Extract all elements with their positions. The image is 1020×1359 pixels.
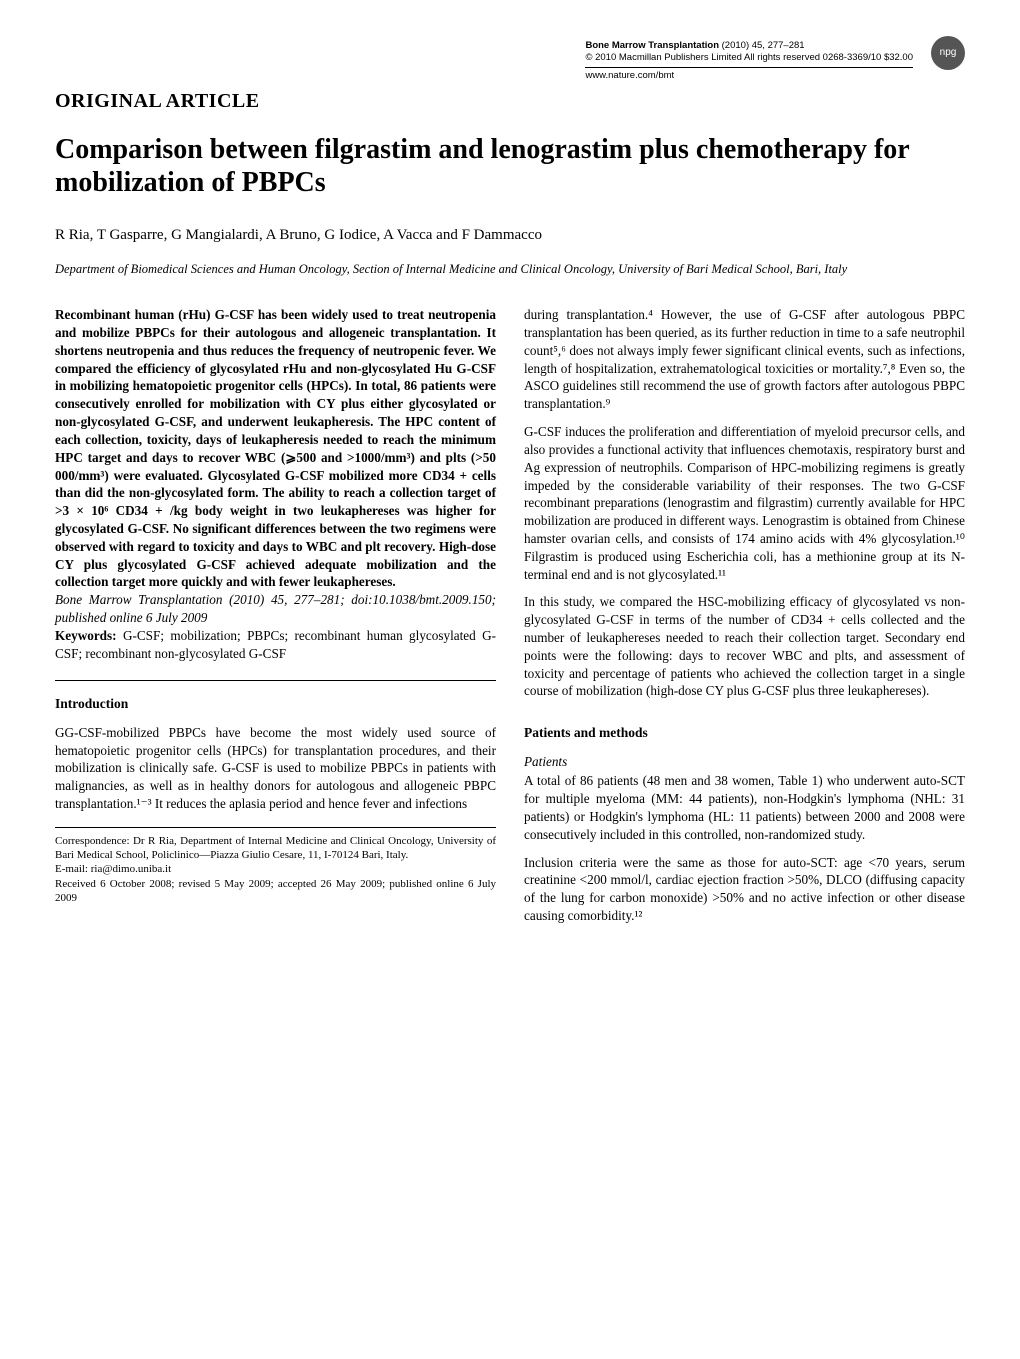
journal-header: Bone Marrow Transplantation (2010) 45, 2… — [55, 40, 965, 82]
abstract-text: Recombinant human (rHu) G-CSF has been w… — [55, 306, 496, 591]
intro-p2: during transplantation.⁴ However, the us… — [524, 306, 965, 413]
keywords-text: G-CSF; mobilization; PBPCs; recombinant … — [55, 628, 496, 661]
methods-p1: A total of 86 patients (48 men and 38 wo… — [524, 772, 965, 843]
intro-p1: GG-CSF-mobilized PBPCs have become the m… — [55, 724, 496, 813]
npg-logo-icon: npg — [931, 36, 965, 70]
journal-url: www.nature.com/bmt — [585, 70, 913, 82]
abstract-citation: Bone Marrow Transplantation (2010) 45, 2… — [55, 592, 496, 625]
two-column-body: Recombinant human (rHu) G-CSF has been w… — [55, 306, 965, 925]
intro-p3: G-CSF induces the proliferation and diff… — [524, 423, 965, 583]
methods-heading: Patients and methods — [524, 724, 965, 742]
correspondence-address: Correspondence: Dr R Ria, Department of … — [55, 834, 496, 863]
journal-copyright: © 2010 Macmillan Publishers Limited All … — [585, 52, 913, 64]
affiliation: Department of Biomedical Sciences and Hu… — [55, 261, 965, 278]
patients-subheading: Patients — [524, 753, 965, 771]
correspondence-dates: Received 6 October 2008; revised 5 May 2… — [55, 877, 496, 906]
journal-info-block: Bone Marrow Transplantation (2010) 45, 2… — [585, 40, 913, 82]
abstract-block: Recombinant human (rHu) G-CSF has been w… — [55, 306, 496, 662]
article-title: Comparison between filgrastim and lenogr… — [55, 133, 965, 199]
introduction-heading: Introduction — [55, 695, 496, 713]
keywords-label: Keywords: — [55, 628, 117, 643]
correspondence-divider — [55, 827, 496, 828]
journal-name: Bone Marrow Transplantation — [585, 40, 719, 51]
author-list: R Ria, T Gasparre, G Mangialardi, A Brun… — [55, 225, 965, 245]
correspondence-email: E-mail: ria@dimo.uniba.it — [55, 862, 496, 876]
journal-citation: (2010) 45, 277–281 — [722, 40, 805, 51]
spacer — [524, 710, 965, 724]
methods-p2: Inclusion criteria were the same as thos… — [524, 854, 965, 925]
intro-p4: In this study, we compared the HSC-mobil… — [524, 593, 965, 700]
correspondence-block: Correspondence: Dr R Ria, Department of … — [55, 834, 496, 905]
header-rule — [585, 67, 913, 68]
section-divider — [55, 680, 496, 681]
article-type: ORIGINAL ARTICLE — [55, 88, 965, 115]
